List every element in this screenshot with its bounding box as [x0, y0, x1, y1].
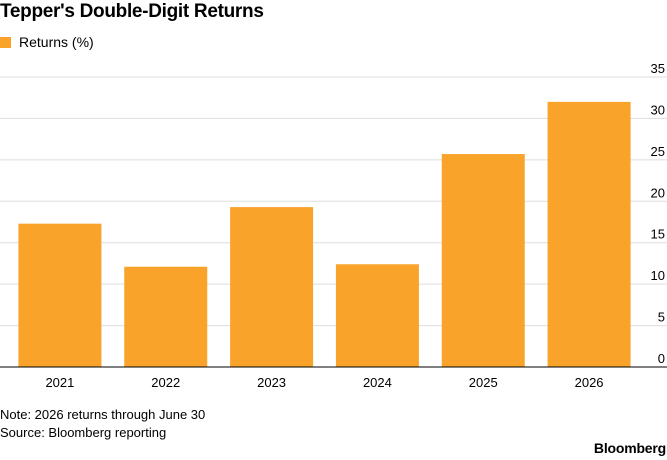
y-tick-label: 25 [651, 144, 665, 159]
bar [124, 266, 208, 367]
source-text: Source: Bloomberg reporting [0, 425, 167, 440]
bar [18, 223, 102, 367]
x-tick-label: 2026 [575, 375, 604, 390]
note-text: Note: 2026 returns through June 30 [0, 407, 206, 422]
y-tick-label: 5 [658, 310, 665, 325]
legend-label: Returns (%) [19, 34, 94, 50]
bloomberg-logo: Bloomberg [593, 440, 666, 456]
legend: Returns (%) [0, 34, 94, 50]
bar [230, 207, 314, 367]
x-tick-label: 2021 [45, 375, 74, 390]
y-tick-label: 15 [651, 227, 665, 242]
x-tick-label: 2024 [363, 375, 392, 390]
y-tick-label: 0 [658, 351, 665, 366]
bar [441, 154, 525, 367]
bar [547, 101, 631, 367]
x-tick-label: 2022 [151, 375, 180, 390]
x-tick-label: 2025 [469, 375, 498, 390]
legend-swatch [0, 36, 11, 48]
y-tick-label: 20 [651, 185, 665, 200]
y-tick-label: 35 [651, 61, 665, 76]
x-tick-label: 2023 [257, 375, 286, 390]
bar [335, 264, 419, 367]
chart-title: Tepper's Double-Digit Returns [0, 1, 264, 22]
y-tick-label: 10 [651, 268, 665, 283]
y-tick-label: 30 [651, 102, 665, 117]
